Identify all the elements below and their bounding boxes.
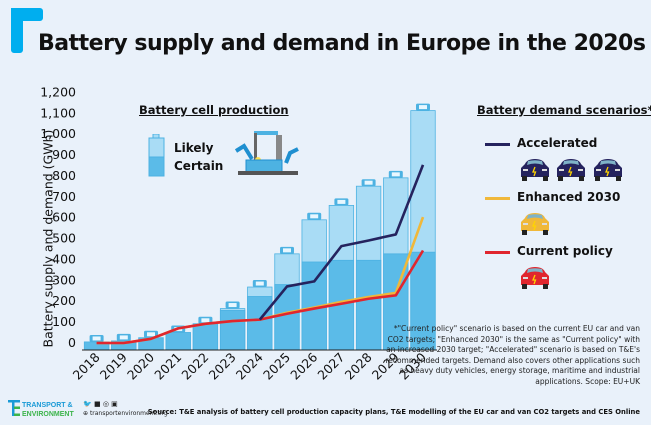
te-logo-icon xyxy=(8,400,20,416)
x-tick-label: 2020 xyxy=(124,349,157,382)
linkedin-icon[interactable]: ▣ xyxy=(111,400,118,408)
bar-cap-inner xyxy=(147,332,155,337)
car-icon xyxy=(519,212,551,240)
y-tick-label: 500 xyxy=(52,231,76,246)
x-tick-label: 2019 xyxy=(97,349,130,382)
legend-current: Current policy xyxy=(517,244,613,258)
x-tick-label: 2022 xyxy=(178,350,211,383)
y-tick-label: 800 xyxy=(52,168,76,183)
y-tick-label: 400 xyxy=(52,251,76,266)
bar-cap-inner xyxy=(283,248,291,253)
production-legend-title: Battery cell production xyxy=(139,103,289,117)
te-logo-text: TRANSPORT & ENVIRONMENT xyxy=(22,402,74,418)
bar-cap-inner xyxy=(391,172,400,177)
legend-enhanced: Enhanced 2030 xyxy=(517,190,621,204)
factory-robot-icon xyxy=(234,131,299,175)
car-icon xyxy=(592,158,624,186)
source-text: Source: T&E analysis of battery cell pro… xyxy=(147,408,640,416)
x-tick-label: 2028 xyxy=(342,349,375,382)
y-tick-label: 1,100 xyxy=(40,105,76,120)
bar-cap-inner xyxy=(119,335,128,340)
y-tick-label: 1,200 xyxy=(40,84,76,99)
y-tick-label: 1,000 xyxy=(40,126,76,141)
bar-cap-inner xyxy=(337,199,346,204)
website-link[interactable]: ⊕ transportenvironment.org xyxy=(83,410,168,417)
bar-certain xyxy=(355,259,382,351)
car-icon xyxy=(519,266,551,294)
car-icon xyxy=(555,158,587,186)
social-links: 🐦 ■ ◎ ▣ xyxy=(83,400,118,408)
current-line-swatch xyxy=(485,251,510,254)
battery-legend-icon xyxy=(148,134,165,177)
accelerated-line-swatch xyxy=(485,143,510,146)
bar-certain xyxy=(165,332,191,351)
bar-cap-inner xyxy=(228,303,237,308)
demand-legend-title: Battery demand scenarios* xyxy=(477,103,651,117)
x-tick-label: 2021 xyxy=(151,350,184,383)
x-tick-label: 2024 xyxy=(233,349,266,382)
y-tick-label: 300 xyxy=(52,272,76,287)
x-tick-label: 2027 xyxy=(314,350,347,383)
legend-accelerated: Accelerated xyxy=(517,136,598,150)
y-tick-label: 0 xyxy=(68,335,76,350)
y-tick-label: 100 xyxy=(52,314,76,329)
x-tick-label: 2026 xyxy=(287,349,320,382)
bar-cap-inner xyxy=(201,318,210,323)
bar-certain xyxy=(274,284,300,351)
bar-certain xyxy=(192,323,219,351)
bar-cap-inner xyxy=(92,336,101,341)
legend-certain: Certain xyxy=(174,159,224,173)
bar-cap-inner xyxy=(419,105,427,110)
y-axis-label: Battery supply and demand (GWh) xyxy=(40,129,56,348)
y-tick-label: 900 xyxy=(52,147,76,162)
y-tick-label: 600 xyxy=(52,210,76,225)
bar-cap-inner xyxy=(364,180,373,185)
instagram-icon[interactable]: ◎ xyxy=(102,400,109,408)
line-accelerated xyxy=(258,164,425,321)
bar-certain xyxy=(247,296,273,351)
y-tick-label: 200 xyxy=(52,293,76,308)
x-tick-label: 2023 xyxy=(206,350,239,383)
bar-cap-inner xyxy=(310,214,319,219)
bar-certain xyxy=(219,310,246,351)
car-icon xyxy=(519,158,551,186)
bar-certain xyxy=(410,251,436,351)
legend-likely: Likely xyxy=(174,141,214,155)
x-tick-label: 2025 xyxy=(260,350,293,383)
enhanced-line-swatch xyxy=(485,197,510,200)
page-title: Battery supply and demand in Europe in t… xyxy=(38,31,646,56)
bar-cap-inner xyxy=(255,281,264,286)
twitter-icon[interactable]: 🐦 xyxy=(83,400,92,408)
x-tick-label: 2018 xyxy=(70,349,103,382)
brand-corner-icon xyxy=(11,8,43,53)
footnote: *"Current policy" scenario is based on t… xyxy=(385,324,640,386)
facebook-icon[interactable]: ■ xyxy=(93,400,101,408)
y-tick-label: 700 xyxy=(52,189,76,204)
